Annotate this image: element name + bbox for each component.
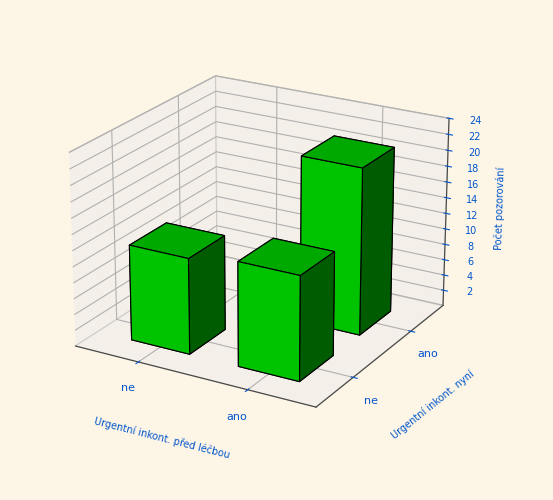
X-axis label: Urgentní inkont. před léčbou: Urgentní inkont. před léčbou <box>93 416 231 461</box>
Y-axis label: Urgentní inkont. nyní: Urgentní inkont. nyní <box>390 369 476 442</box>
